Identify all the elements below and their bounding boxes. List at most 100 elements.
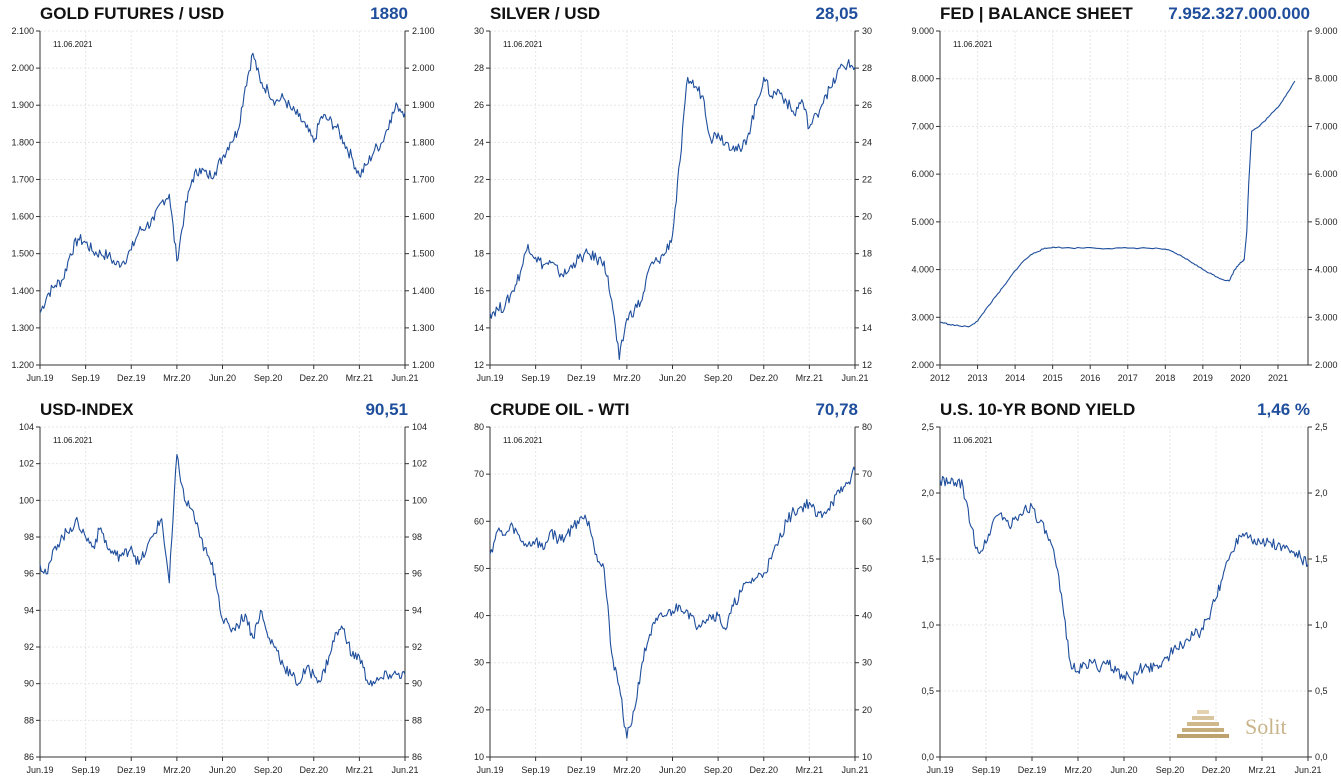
- y-tick-label-left: 1.300: [11, 323, 34, 333]
- chart-panel: USD-INDEX 90,51 86 86 88 88 90 90 92 92 94 94 96 96 98…: [0, 400, 440, 780]
- y-tick-label-right: 22: [862, 174, 872, 184]
- chart-value: 7.952.327.000.000: [1168, 4, 1310, 23]
- x-tick-label: Mrz.21: [346, 373, 374, 383]
- series-line: [489, 59, 856, 360]
- y-tick-label-right: 96: [412, 569, 422, 579]
- y-tick-label-right: 70: [862, 469, 872, 479]
- y-tick-label-left: 104: [19, 422, 34, 432]
- chart-svg: 1.200 1.200 1.300 1.300 1.400 1.400 1.500 1.500…: [11, 26, 435, 383]
- chart-svg: 10 10 20 20 30 30 40 40 50 50 60 60 70 70 80 80 Jun.19 Se…: [474, 422, 872, 775]
- y-tick-label-right: 0,0: [1315, 752, 1328, 762]
- x-tick-label: Jun.20: [659, 373, 686, 383]
- y-tick-label-right: 4.000: [1315, 265, 1338, 275]
- chart-value: 28,05: [815, 4, 858, 23]
- y-tick-label-right: 2,0: [1315, 488, 1328, 498]
- x-tick-label: Jun.19: [476, 373, 503, 383]
- y-tick-label-left: 96: [24, 569, 34, 579]
- y-tick-label-right: 1.200: [412, 360, 435, 370]
- x-tick-label: Sep.19: [521, 373, 550, 383]
- y-tick-label-left: 50: [474, 563, 484, 573]
- x-tick-label: 2018: [1155, 373, 1175, 383]
- y-tick-label-right: 12: [862, 360, 872, 370]
- y-tick-label-left: 2,5: [921, 422, 934, 432]
- chart-panel: SILVER / USD 28,05 12 12 14 14 16 16 18 18 20 20 22 2…: [450, 4, 890, 390]
- y-tick-label-left: 6.000: [911, 169, 934, 179]
- x-tick-label: 2015: [1043, 373, 1063, 383]
- y-tick-label-right: 6.000: [1315, 169, 1338, 179]
- y-tick-label-left: 70: [474, 469, 484, 479]
- y-tick-label-left: 14: [474, 323, 484, 333]
- x-tick-label: Dez.20: [749, 765, 778, 775]
- y-tick-label-left: 1,5: [921, 554, 934, 564]
- x-tick-label: Jun.20: [209, 373, 236, 383]
- chart-title: U.S. 10-YR BOND YIELD: [940, 400, 1136, 419]
- y-tick-label-right: 80: [862, 422, 872, 432]
- chart-title: FED | BALANCE SHEET: [940, 4, 1133, 23]
- x-tick-label: Mrz.21: [796, 373, 824, 383]
- y-tick-label-right: 10: [862, 752, 872, 762]
- x-tick-label: Jun.20: [209, 765, 236, 775]
- x-tick-label: Sep.20: [704, 373, 733, 383]
- x-tick-label: 2012: [930, 373, 950, 383]
- chart-panel: GOLD FUTURES / USD 1880 1.200 1.200 1.300 1.3…: [0, 4, 440, 390]
- chart-panel: U.S. 10-YR BOND YIELD 1,46 % 0,0 0,0 0,5 0,5 1…: [900, 400, 1341, 780]
- series-line: [39, 52, 406, 314]
- y-tick-label-right: 8.000: [1315, 74, 1338, 84]
- x-tick-label: Sep.19: [71, 765, 100, 775]
- x-tick-label: Mrz.21: [1248, 765, 1276, 775]
- y-tick-label-right: 30: [862, 26, 872, 36]
- x-tick-label: 2017: [1118, 373, 1138, 383]
- x-tick-label: Mrz.21: [346, 765, 374, 775]
- y-tick-label-right: 24: [862, 137, 872, 147]
- date-label: 11.06.2021: [53, 40, 93, 49]
- y-tick-label-left: 2.000: [911, 360, 934, 370]
- x-tick-label: Sep.20: [704, 765, 733, 775]
- solit-logo: Solit: [1175, 706, 1305, 752]
- y-tick-label-left: 0,0: [921, 752, 934, 762]
- chart-svg: 12 12 14 14 16 16 18 18 20 20 22 22 24 24 26 26 28 28 30 30…: [474, 26, 872, 383]
- y-tick-label-right: 90: [412, 679, 422, 689]
- y-tick-label-right: 102: [412, 459, 427, 469]
- x-tick-label: Dez.20: [299, 765, 328, 775]
- x-tick-label: Sep.20: [254, 373, 283, 383]
- y-tick-label-left: 100: [19, 495, 34, 505]
- x-tick-label: Jun.21: [841, 765, 868, 775]
- x-tick-label: Jun.21: [391, 373, 418, 383]
- y-tick-label-right: 1.800: [412, 137, 435, 147]
- chart-svg: 2.000 2.000 3.000 3.000 4.000 4.000 5.000 5.000…: [911, 26, 1338, 383]
- y-tick-label-right: 18: [862, 249, 872, 259]
- y-tick-label-right: 92: [412, 642, 422, 652]
- x-tick-label: Jun.21: [1294, 765, 1321, 775]
- y-tick-label-right: 100: [412, 495, 427, 505]
- y-tick-label-right: 1.700: [412, 174, 435, 184]
- x-tick-label: Jun.19: [926, 765, 953, 775]
- x-tick-label: Mrz.20: [1064, 765, 1092, 775]
- y-tick-label-right: 9.000: [1315, 26, 1338, 36]
- x-tick-label: Dez.19: [567, 373, 596, 383]
- y-tick-label-right: 98: [412, 532, 422, 542]
- x-tick-label: Mrz.20: [613, 765, 641, 775]
- x-tick-label: Jun.19: [476, 765, 503, 775]
- x-tick-label: Jun.21: [841, 373, 868, 383]
- chart-value: 70,78: [815, 400, 858, 419]
- chart-svg: 0,0 0,0 0,5 0,5 1,0 1,0 1,5 1,5 2,0 2,0 2,5 2,5 Jun.…: [921, 422, 1328, 775]
- y-tick-label-right: 30: [862, 658, 872, 668]
- x-tick-label: 2021: [1268, 373, 1288, 383]
- series-line: [39, 453, 406, 687]
- y-tick-label-right: 14: [862, 323, 872, 333]
- y-tick-label-left: 2.100: [11, 26, 34, 36]
- y-tick-label-left: 4.000: [911, 265, 934, 275]
- y-tick-label-left: 30: [474, 26, 484, 36]
- y-tick-label-left: 30: [474, 658, 484, 668]
- y-tick-label-left: 3.000: [911, 312, 934, 322]
- y-tick-label-left: 20: [474, 212, 484, 222]
- y-tick-label-left: 80: [474, 422, 484, 432]
- y-tick-label-left: 1.200: [11, 360, 34, 370]
- y-tick-label-right: 1,5: [1315, 554, 1328, 564]
- date-label: 11.06.2021: [503, 40, 543, 49]
- y-tick-label-left: 22: [474, 174, 484, 184]
- chart-title: SILVER / USD: [490, 4, 601, 23]
- chart-panel: CRUDE OIL - WTI 70,78 10 10 20 20 30 30 40 40 50 50…: [450, 400, 890, 780]
- y-tick-label-left: 5.000: [911, 217, 934, 227]
- y-tick-label-right: 16: [862, 286, 872, 296]
